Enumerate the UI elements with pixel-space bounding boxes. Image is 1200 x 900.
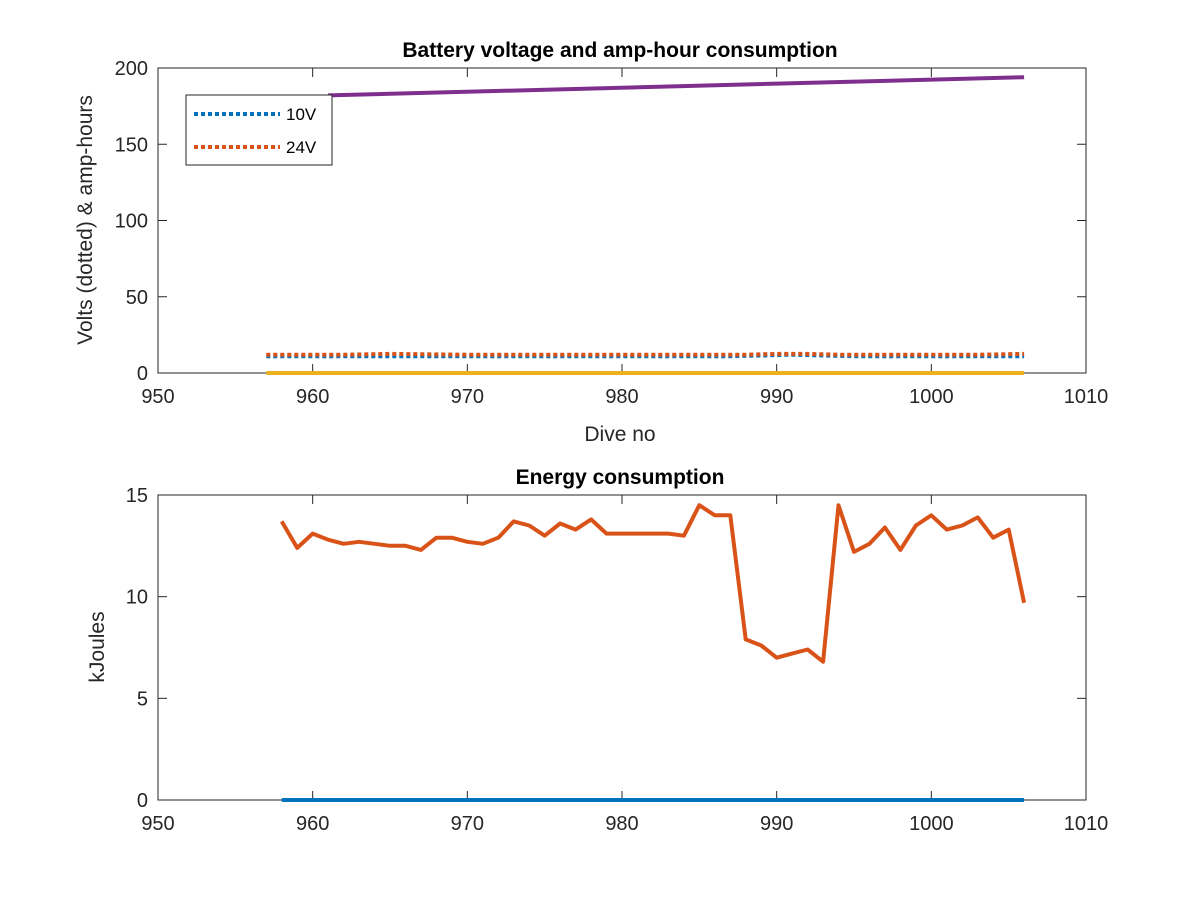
voltage-legend: 10V 24V	[185, 94, 333, 166]
legend-box	[185, 94, 333, 166]
energy-chart-title: Energy consumption	[516, 466, 725, 489]
voltage-series-24v	[266, 351, 1025, 357]
energy-x-tick-label: 980	[605, 813, 638, 835]
voltage-y-tick-label: 0	[137, 363, 148, 385]
voltage-chart-xlabel: Dive no	[584, 423, 655, 446]
voltage-chart-title: Battery voltage and amp-hour consumption	[402, 39, 837, 62]
energy-x-tick-label: 1000	[909, 813, 954, 835]
voltage-x-tick-label: 1010	[1064, 386, 1109, 408]
voltage-series-line-3	[328, 75, 1025, 98]
voltage-chart: Battery voltage and amp-hour consumption…	[74, 39, 1108, 446]
legend-label-24v: 24V	[286, 138, 317, 157]
voltage-x-tick-label: 960	[296, 386, 329, 408]
voltage-x-tick-label: 980	[605, 386, 638, 408]
voltage-x-tick-label: 970	[451, 386, 484, 408]
energy-y-tick-label: 5	[137, 688, 148, 710]
energy-series-line-1	[279, 503, 1027, 664]
legend-label-10v: 10V	[286, 105, 317, 124]
voltage-chart-ylabel: Volts (dotted) & amp-hours	[74, 95, 97, 345]
energy-x-tick-label: 950	[141, 813, 174, 835]
voltage-chart-plot-area: 950 960 970 980 990 1000 1010 0 50 100 150 200 10V 24…	[115, 58, 1109, 408]
energy-y-tick-label: 0	[137, 790, 148, 812]
voltage-x-tick-label: 950	[141, 386, 174, 408]
voltage-y-tick-label: 100	[115, 211, 148, 233]
energy-x-tick-label: 970	[451, 813, 484, 835]
energy-y-tick-label: 15	[126, 485, 148, 507]
energy-chart: Energy consumption kJoules 950 960 970 980 9…	[86, 466, 1108, 835]
energy-x-tick-label: 960	[296, 813, 329, 835]
voltage-x-tick-label: 1000	[909, 386, 954, 408]
voltage-x-tick-label: 990	[760, 386, 793, 408]
energy-chart-plot-area: 950 960 970 980 990 1000 1010 0 5 10 15	[126, 485, 1109, 835]
energy-y-tick-label: 10	[126, 587, 148, 609]
energy-x-tick-label: 990	[760, 813, 793, 835]
voltage-y-tick-label: 200	[115, 58, 148, 80]
voltage-y-tick-label: 150	[115, 134, 148, 156]
energy-x-tick-label: 1010	[1064, 813, 1109, 835]
energy-chart-ylabel: kJoules	[86, 611, 109, 682]
voltage-y-tick-label: 50	[126, 287, 148, 309]
